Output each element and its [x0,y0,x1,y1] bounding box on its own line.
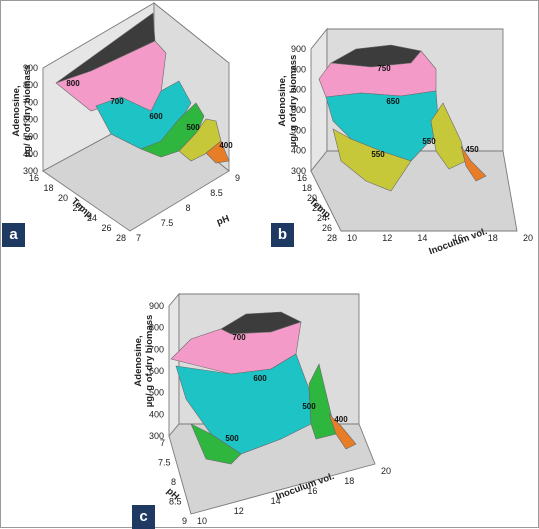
contour-label: 550 [371,150,385,159]
x-tick-label: 18 [43,183,53,193]
y-tick-label: 7.5 [161,218,174,228]
z-tick-label: 700 [23,97,38,107]
x-tick-label: 26 [322,223,332,233]
z-tick-label: 900 [149,301,164,311]
x-tick-label: 22 [312,203,322,213]
surface-region-700 [170,321,302,375]
contour-label: 500 [186,123,200,132]
surface-region-600 [140,102,205,158]
y-tick-label: 12 [382,233,392,243]
surface-region-550 [332,128,412,192]
y-tick-label: 20 [523,233,533,243]
contour-label: 600 [253,374,267,383]
surface-plot-b: 750 650 550 550 450 300 400 500 600 700 800 900Aden… [277,27,533,257]
back-wall-left [168,292,180,438]
y-tick-label: 10 [197,516,207,526]
z-axis-label: Adenosine,µg/ g of dry biomass [277,55,299,148]
z-tick-label: 600 [149,366,164,376]
response-surface: 750 650 550 550 450 [318,44,487,192]
surface-region-500 [190,423,242,465]
y-tick-label: 10 [347,233,357,243]
contour-label: 700 [110,97,124,106]
y-tick-label: 16 [453,233,463,243]
x-tick-label: 8 [171,477,176,487]
x-tick-label: 28 [327,233,337,243]
z-tick-label: 300 [23,166,38,176]
z-tick-label: 900 [291,44,306,54]
panel-label-a: a [2,223,25,247]
z-tick-label: 400 [149,409,164,419]
contour-label: 700 [232,333,246,342]
z-tick-label: 300 [149,431,164,441]
y-tick-label: 8 [186,203,191,213]
surface-region-450 [460,145,487,182]
z-tick-label: 400 [291,146,306,156]
y-tick-label: 20 [381,466,391,476]
contour-label: 400 [219,141,233,150]
z-tick-label: 700 [149,344,164,354]
z-tick-label: 600 [23,115,38,125]
x-tick-label: 18 [302,183,312,193]
contour-label: 550 [422,137,436,146]
y-tick-label: 7 [136,233,141,243]
contour-label: 750 [377,64,391,73]
y-tick-label: 18 [344,476,354,486]
y-tick-label: 9 [235,173,240,183]
z-tick-label: 500 [149,388,164,398]
x-tick-label: 9 [182,516,187,526]
z-tick-label: 800 [149,323,164,333]
contour-label: 650 [386,97,400,106]
contour-label: 500 [225,434,239,443]
contour-label: 450 [465,145,479,154]
x-tick-label: 7.5 [158,458,171,468]
x-tick-label: 20 [58,193,68,203]
x-tick-label: 22 [72,203,82,213]
y-tick-label: 16 [307,486,317,496]
x-tick-label: 8.5 [169,497,182,507]
y-tick-label: 8.5 [210,188,223,198]
x-tick-label: 24 [317,213,327,223]
back-wall-left [310,27,328,173]
contour-label: 600 [149,112,163,121]
surface-plot-a: 800 700 600 500 400 300 400 500 600 700 800 900Aden… [11,2,240,243]
response-surface: 800 700 600 500 400 [55,12,233,164]
floor-plane [310,150,518,232]
y-axis-label: pH [215,213,231,228]
surface-region-400 [205,140,230,164]
surface-region-650 [325,90,440,162]
z-tick-label: 800 [23,80,38,90]
z-tick-label: 600 [291,105,306,115]
z-tick-label: 500 [23,132,38,142]
panel-label-b: b [271,223,294,247]
panel-label-c: c [132,505,155,529]
y-tick-label: 14 [417,233,427,243]
z-tick-label: 300 [291,166,306,176]
x-tick-label: 24 [87,213,97,223]
surface-region-400 [328,413,357,450]
x-tick-label: 26 [101,223,111,233]
z-tick-label: 400 [23,149,38,159]
z-tick-label: 700 [291,85,306,95]
contour-label: 800 [66,79,80,88]
z-tick-label: 900 [23,63,38,73]
contour-label: 500 [302,402,316,411]
surface-plot-c: 700 600 500 500 400 300 400 500 600 700 800 900 Aden… [133,292,391,526]
x-tick-label: 7 [160,438,165,448]
x-tick-label: 16 [29,173,39,183]
z-tick-label: 500 [291,125,306,135]
z-tick-label: 800 [291,64,306,74]
y-tick-label: 18 [488,233,498,243]
surface-region-700 [95,80,192,150]
response-surface: 700 600 500 500 400 [170,311,357,465]
x-tick-label: 28 [116,233,126,243]
x-tick-label: 20 [307,193,317,203]
y-tick-label: 14 [271,496,281,506]
z-axis-label: Adenosine,µg/ g of dry biomass [133,315,155,408]
x-tick-label: 16 [297,173,307,183]
contour-label: 400 [334,415,348,424]
y-tick-label: 12 [234,506,244,516]
z-axis-label: Adenosine,µg/ g of dry biomass [11,65,33,158]
